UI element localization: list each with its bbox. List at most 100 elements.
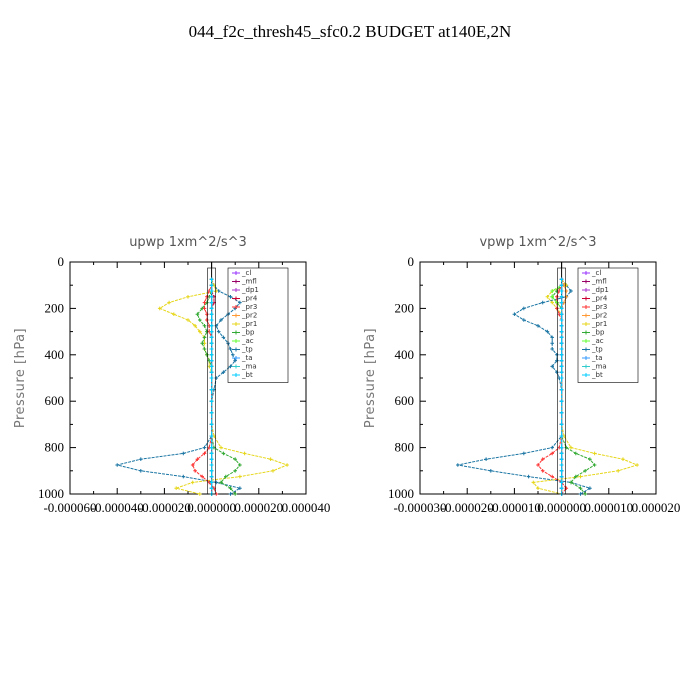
data-point: [268, 457, 273, 461]
data-point: [559, 387, 564, 392]
legend-marker: [584, 356, 588, 360]
series-tp: [115, 277, 242, 496]
data-point: [559, 289, 564, 293]
data-point: [209, 318, 214, 322]
data-point: [555, 306, 559, 311]
data-point: [209, 295, 214, 299]
legend-marker: [234, 339, 238, 343]
y-tick-label: 200: [395, 300, 415, 315]
y-tick-label: 200: [45, 300, 65, 315]
data-point: [221, 335, 226, 340]
legend-marker: [234, 271, 238, 275]
x-tick-label: 0.000000: [537, 500, 586, 515]
data-point: [559, 341, 564, 345]
data-point: [233, 358, 237, 363]
data-point: [592, 451, 597, 456]
data-point: [209, 474, 214, 479]
series-line: [457, 279, 592, 495]
data-point: [200, 341, 204, 345]
data-point: [209, 289, 214, 293]
data-point: [205, 353, 209, 357]
data-point: [621, 457, 625, 461]
legend-label: _pr2: [591, 312, 607, 320]
data-point: [233, 457, 237, 461]
legend-marker: [584, 347, 588, 352]
data-point: [545, 329, 550, 334]
x-tick-label: -0.000010: [488, 500, 541, 515]
y-axis-label: Pressure [hPa]: [13, 328, 28, 428]
data-point: [214, 324, 219, 328]
y-tick-label: 800: [395, 440, 415, 455]
data-point: [555, 358, 559, 363]
data-point: [209, 306, 214, 311]
data-point: [174, 486, 178, 490]
data-point: [559, 306, 564, 311]
legend-marker: [234, 356, 238, 360]
legend-label: _ac: [591, 337, 604, 345]
data-point: [186, 318, 190, 322]
data-point: [559, 411, 564, 415]
plot-frame: [419, 261, 657, 495]
data-point: [214, 289, 219, 293]
data-point: [233, 469, 237, 473]
legend-label: _dp1: [241, 286, 259, 294]
data-point: [559, 399, 564, 403]
series-line: [158, 279, 289, 495]
series-line: [196, 279, 241, 495]
data-point: [209, 324, 214, 328]
data-point: [550, 341, 554, 345]
data-point: [540, 469, 545, 473]
data-point: [550, 451, 554, 456]
data-point: [209, 370, 214, 374]
data-point: [198, 329, 202, 334]
data-point: [238, 486, 242, 490]
data-point: [205, 318, 209, 322]
data-point: [550, 289, 554, 293]
legend-marker: [234, 373, 238, 377]
data-point: [209, 486, 214, 490]
data-point: [559, 434, 564, 438]
data-point: [559, 353, 564, 357]
data-point: [564, 289, 569, 293]
data-point: [209, 422, 214, 427]
data-point: [202, 306, 207, 311]
data-point: [285, 463, 289, 467]
data-point: [195, 457, 200, 461]
data-point: [559, 445, 564, 450]
x-tick-label: -0.000020: [138, 500, 191, 515]
data-point: [193, 469, 197, 473]
zero-band-outline: [207, 267, 216, 495]
data-point: [574, 474, 578, 479]
x-tick-label: 0.000000: [187, 500, 236, 515]
legend-marker: [234, 313, 238, 318]
data-point: [209, 434, 214, 438]
data-point: [550, 474, 554, 479]
data-point: [555, 295, 559, 299]
data-point: [115, 463, 119, 467]
data-point: [209, 457, 214, 461]
legend-marker: [584, 373, 588, 377]
chart-panel-2: vpwp 1xm^2/s^3 Pressure [hPa] 0 200 400 600 80…: [363, 235, 680, 515]
chart-panel-1: upwp 1xm^2/s^3 Pressure [hPa] 0 200 400 600 80…: [13, 235, 330, 515]
y-tick-label: 1000: [388, 486, 414, 501]
data-point: [167, 300, 171, 305]
data-point: [550, 347, 554, 351]
data-point: [172, 312, 176, 316]
data-point: [202, 451, 207, 456]
data-point: [209, 335, 214, 340]
y-tick-label: 600: [45, 393, 65, 408]
chart-title: vpwp 1xm^2/s^3: [479, 235, 596, 250]
data-point: [209, 463, 214, 467]
legend-label: _tp: [241, 346, 253, 354]
y-tick-label: 800: [45, 440, 65, 455]
data-point: [214, 480, 219, 485]
legend-marker: [584, 305, 588, 309]
data-point: [559, 335, 564, 340]
data-point: [555, 353, 559, 357]
legend-marker: [584, 288, 588, 292]
legend-label: _pr1: [241, 320, 257, 328]
data-point: [578, 492, 583, 496]
data-point: [564, 295, 569, 299]
data-point: [209, 277, 214, 282]
